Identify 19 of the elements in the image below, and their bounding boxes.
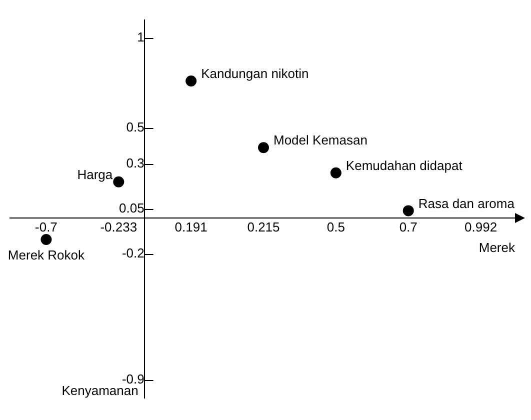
x-tick-label: 0.215 [247, 219, 280, 234]
x-tick-label: -0.7 [35, 219, 58, 234]
series-label: Kandungan nikotin [201, 66, 309, 82]
x-tick-label: 0.191 [174, 219, 208, 234]
series-label: Model Kemasan [274, 132, 368, 148]
series-label: Harga [77, 166, 114, 182]
x-axis-title: Merek [478, 240, 516, 255]
series-label: Kemudahan didapat [346, 158, 463, 173]
y-tick-label: 0.05 [119, 200, 144, 216]
x-tick-label: 0.992 [464, 219, 498, 234]
y-tick-label: 0.5 [126, 119, 144, 134]
series-label: Merek Rokok [8, 248, 86, 263]
x-tick-label: -0.233 [100, 219, 138, 234]
x-tick-label: 0.5 [326, 219, 345, 234]
x-tick-label: 0.7 [399, 219, 418, 234]
y-tick-label: 1 [137, 29, 144, 44]
series-label: Rasa dan aroma [418, 196, 516, 211]
y-tick-label: -0.2 [122, 246, 144, 260]
y-tick-label: 0.3 [126, 155, 144, 170]
